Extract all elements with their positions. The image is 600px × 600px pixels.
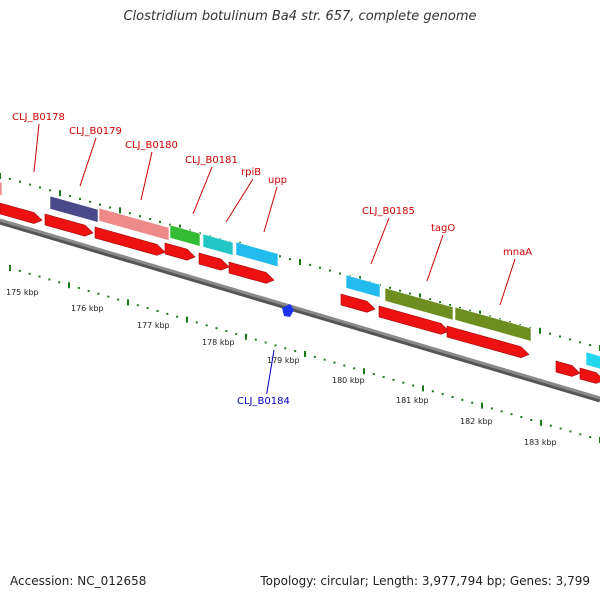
gene-label-CLJ_B0180: CLJ_B0180 [125,140,178,151]
gene-arrow-7 [378,305,450,335]
leader-line-CLJ_B0184 [266,349,275,395]
gene-feature-CLJ_B0181 [169,224,201,247]
backbone-layer [0,218,600,403]
leader-lines [33,123,516,395]
gene-label-tagO: tagO [431,223,455,234]
gene-arrows [0,202,600,384]
kbp-label: 178 kbp [202,338,235,347]
backbone-line [0,218,600,400]
gene-feature-tagO [384,287,454,321]
topology-text: Topology: circular; Length: 3,977,794 bp… [260,574,590,588]
gene-arrow-10 [579,367,600,384]
accession-text: Accession: NC_012658 [10,574,147,588]
gene-arrow-8 [446,325,530,359]
gene-feature-CLJ_B0185 [345,274,381,298]
kbp-label: 176 kbp [71,304,104,313]
kbp-label: 183 kbp [524,438,557,447]
gene-arrow-4 [198,252,230,271]
gene-arrow-3 [164,242,196,261]
leader-line-mnaA [499,258,516,306]
kbp-label: 177 kbp [137,321,170,330]
gene-feature-unlabeled [585,351,600,370]
gene-arrow-9 [555,360,581,377]
gene-label-CLJ_B0179: CLJ_B0179 [69,126,122,137]
kbp-scale: 175 kbp 176 kbp 177 kbp 178 kbp 179 kbp 180 k… [6,288,557,447]
leader-line-tagO [426,234,444,282]
gene-label-CLJ_B0185: CLJ_B0185 [362,206,415,217]
gene-feature-upp [235,241,279,268]
gene-feature-mnaA [454,306,532,342]
leader-line-upp [263,186,278,233]
kbp-label: 181 kbp [396,396,429,405]
leader-line-CLJ_B0179 [79,137,97,187]
leader-line-CLJ_B0185 [370,217,390,265]
leader-line-CLJ_B0181 [192,166,213,215]
gene-feature-rpiB [202,233,234,256]
gene-label-CLJ_B0184: CLJ_B0184 [237,396,290,407]
leader-line-CLJ_B0178 [33,123,40,173]
gene-label-CLJ_B0178: CLJ_B0178 [12,112,65,123]
genome-title: Clostridium botulinum Ba4 str. 657, comp… [123,9,477,24]
leader-line-CLJ_B0180 [140,151,153,201]
gene-arrow-6 [340,293,376,313]
leader-line-rpiB [225,178,254,223]
gene-label-upp: upp [268,175,287,186]
tick-layer [0,173,600,443]
gene-arrow-0 [0,202,43,224]
kbp-label: 180 kbp [332,376,365,385]
gene-features [0,181,600,370]
gene-feature-CLJ_B0179 [49,195,99,223]
gene-arrow-CLJ_B0184 [282,304,294,317]
kbp-label: 175 kbp [6,288,39,297]
gene-arrow-2 [94,226,166,256]
gene-feature-CLJ_B0178 [0,181,3,197]
gene-arrow-1 [44,213,94,237]
kbp-label: 179 kbp [267,356,300,365]
gene-feature-CLJ_B0180 [98,207,170,241]
kbp-label: 182 kbp [460,417,493,426]
gene-label-CLJ_B0181: CLJ_B0181 [185,155,238,166]
gene-arrow-5 [228,261,275,284]
gene-label-rpiB: rpiB [241,167,261,178]
gene-label-mnaA: mnaA [503,247,532,258]
